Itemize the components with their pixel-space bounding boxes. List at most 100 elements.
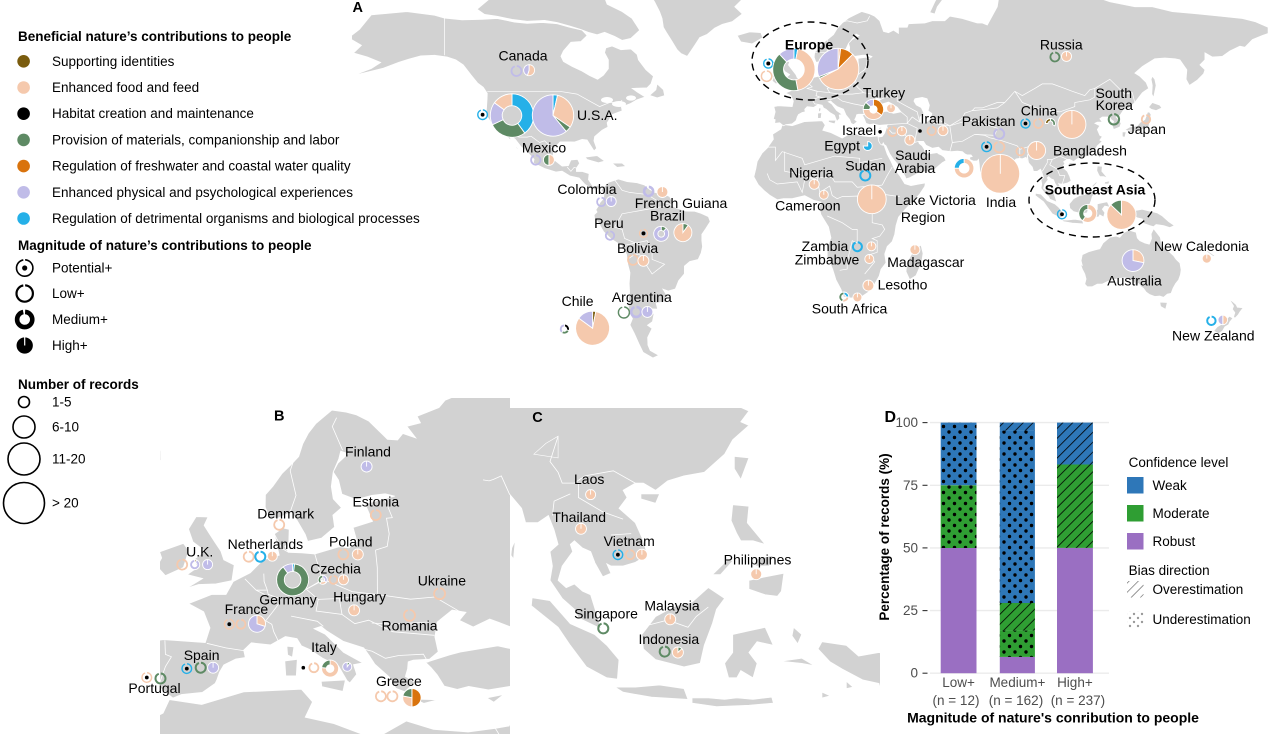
svg-text:U.K.: U.K. (186, 544, 213, 560)
svg-text:Habitat creation and maintenan: Habitat creation and maintenance (52, 106, 254, 121)
svg-text:Bias direction: Bias direction (1129, 563, 1210, 578)
svg-text:50: 50 (903, 540, 918, 555)
svg-text:Medium+: Medium+ (52, 312, 108, 327)
svg-text:Greece: Greece (376, 673, 422, 689)
svg-text:Number of records: Number of records (18, 377, 139, 392)
svg-text:Low+: Low+ (52, 286, 85, 301)
svg-text:(n = 237): (n = 237) (1051, 693, 1105, 708)
svg-text:Supporting identities: Supporting identities (52, 54, 175, 69)
svg-text:Brazil: Brazil (650, 208, 685, 224)
svg-text:Colombia: Colombia (557, 181, 616, 197)
svg-text:Robust: Robust (1153, 534, 1196, 549)
svg-text:Confidence level: Confidence level (1129, 455, 1229, 470)
svg-text:Nigeria: Nigeria (789, 165, 834, 181)
svg-text:0: 0 (910, 666, 918, 681)
svg-text:Region: Region (901, 209, 945, 225)
svg-text:11-20: 11-20 (52, 452, 86, 467)
svg-text:B: B (274, 409, 284, 425)
svg-text:Portugal: Portugal (128, 680, 180, 696)
svg-text:Saudi: Saudi (895, 147, 931, 163)
svg-text:Zambia: Zambia (802, 238, 849, 254)
svg-text:Peru: Peru (594, 215, 624, 231)
svg-text:Japan: Japan (1128, 121, 1166, 137)
svg-text:Romania: Romania (381, 618, 437, 634)
svg-text:Lake Victoria: Lake Victoria (895, 192, 976, 208)
svg-text:Egypt: Egypt (824, 138, 860, 154)
svg-text:Europe: Europe (785, 37, 833, 53)
svg-text:Bangladesh: Bangladesh (1053, 142, 1127, 158)
svg-text:Netherlands: Netherlands (228, 536, 304, 552)
svg-text:Overestimation: Overestimation (1153, 582, 1244, 597)
svg-text:Southeast Asia: Southeast Asia (1045, 182, 1146, 198)
svg-text:Argentina: Argentina (612, 289, 672, 305)
svg-text:25: 25 (903, 603, 918, 618)
svg-text:France: France (225, 601, 269, 617)
svg-text:Potential+: Potential+ (52, 261, 113, 276)
svg-text:Finland: Finland (345, 444, 391, 460)
svg-text:South: South (1096, 85, 1133, 101)
svg-text:Zimbabwe: Zimbabwe (795, 252, 860, 268)
svg-text:1-5: 1-5 (52, 395, 72, 410)
svg-text:Spain: Spain (184, 647, 220, 663)
svg-text:Bolivia: Bolivia (617, 240, 658, 256)
svg-text:French Guiana: French Guiana (635, 195, 728, 211)
svg-text:Enhanced food and feed: Enhanced food and feed (52, 80, 199, 95)
svg-text:75: 75 (903, 478, 918, 493)
svg-text:Vietnam: Vietnam (604, 533, 655, 549)
svg-text:Malaysia: Malaysia (644, 598, 699, 614)
svg-text:Arabia: Arabia (895, 160, 936, 176)
svg-text:C: C (532, 410, 543, 426)
svg-text:Beneficial nature’s contributi: Beneficial nature’s contributions to peo… (18, 29, 292, 44)
svg-text:Philippines: Philippines (724, 552, 792, 568)
svg-text:Indonesia: Indonesia (638, 631, 699, 647)
svg-text:Sudan: Sudan (845, 158, 885, 174)
svg-text:(n = 12): (n = 12) (933, 693, 980, 708)
svg-text:Low+: Low+ (942, 675, 975, 690)
svg-text:Poland: Poland (329, 534, 373, 550)
svg-text:(n = 162): (n = 162) (989, 693, 1043, 708)
svg-text:Medium+: Medium+ (989, 675, 1045, 690)
svg-text:Regulation of freshwater and c: Regulation of freshwater and coastal wat… (52, 159, 351, 174)
svg-text:Weak: Weak (1153, 478, 1188, 493)
svg-text:High+: High+ (52, 338, 88, 353)
svg-text:Iran: Iran (921, 111, 945, 127)
svg-text:Percentage of records (%): Percentage of records (%) (877, 453, 892, 620)
svg-text:India: India (986, 194, 1017, 210)
svg-text:Hungary: Hungary (333, 589, 386, 605)
svg-text:Singapore: Singapore (574, 606, 638, 622)
svg-text:U.S.A.: U.S.A. (577, 107, 617, 123)
svg-text:Estonia: Estonia (352, 494, 399, 510)
svg-text:Magnitude of nature's conribut: Magnitude of nature's conribution to peo… (907, 710, 1199, 726)
svg-text:Korea: Korea (1096, 97, 1134, 113)
svg-text:Chile: Chile (562, 293, 594, 309)
svg-text:Russia: Russia (1040, 37, 1083, 53)
svg-text:Czechia: Czechia (310, 561, 361, 577)
svg-text:Provision of materials, compan: Provision of materials, companionship an… (52, 132, 340, 147)
svg-text:> 20: > 20 (52, 496, 79, 511)
svg-text:New Caledonia: New Caledonia (1154, 238, 1249, 254)
svg-text:6-10: 6-10 (52, 420, 79, 435)
svg-text:South Africa: South Africa (812, 301, 888, 317)
svg-text:China: China (1021, 103, 1058, 119)
svg-text:Ukraine: Ukraine (418, 573, 466, 589)
svg-text:D: D (885, 409, 897, 426)
svg-text:Regulation of detrimental orga: Regulation of detrimental organisms and … (52, 211, 420, 226)
svg-text:Magnitude of nature’s contribu: Magnitude of nature’s contributions to p… (18, 238, 312, 253)
svg-text:Thailand: Thailand (552, 509, 606, 525)
svg-text:Madagascar: Madagascar (887, 254, 964, 270)
svg-text:Laos: Laos (574, 471, 604, 487)
svg-text:Israel: Israel (842, 122, 876, 138)
svg-text:100: 100 (895, 415, 918, 430)
svg-text:High+: High+ (1057, 675, 1093, 690)
svg-text:Mexico: Mexico (522, 140, 567, 156)
svg-text:Australia: Australia (1107, 272, 1162, 288)
svg-text:Denmark: Denmark (257, 506, 315, 522)
svg-text:Pakistan: Pakistan (962, 113, 1016, 129)
svg-text:Underestimation: Underestimation (1153, 612, 1251, 627)
svg-text:Italy: Italy (311, 639, 337, 655)
svg-text:New Zealand: New Zealand (1172, 327, 1255, 343)
svg-text:A: A (353, 0, 364, 16)
svg-text:Turkey: Turkey (863, 85, 905, 101)
svg-text:Canada: Canada (498, 48, 547, 64)
svg-text:Germany: Germany (259, 592, 317, 608)
